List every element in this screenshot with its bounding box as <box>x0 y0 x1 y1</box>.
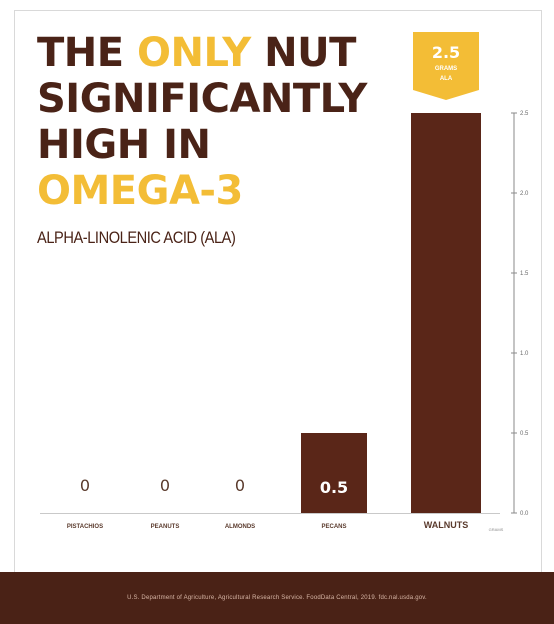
footer-bar: U.S. Department of Agriculture, Agricult… <box>0 572 554 624</box>
value-label: 0.5 <box>320 478 348 497</box>
bar-walnuts <box>411 113 481 513</box>
source-citation: U.S. Department of Agriculture, Agricult… <box>127 595 427 601</box>
title-word: SIGNIFICANTLY <box>37 76 367 122</box>
chart-frame <box>14 10 542 572</box>
title-line: THE ONLY NUT <box>37 30 367 76</box>
highlight-value: 2.5 <box>432 43 460 62</box>
y-tick-label: 2.0 <box>520 191 529 197</box>
highlight-unit: GRAMS <box>435 66 457 72</box>
category-label: PECANS <box>321 524 346 530</box>
title-word: THE <box>37 30 138 76</box>
y-tick-label: 0.5 <box>520 431 529 437</box>
value-label: 0 <box>235 476 245 495</box>
title-accent-word: ONLY <box>137 30 251 76</box>
y-tick-label: 2.5 <box>520 111 529 117</box>
highlight-subtext: ALA <box>440 76 453 82</box>
chart-title: THE ONLY NUT SIGNIFICANTLY HIGH IN OMEGA-3 <box>37 30 367 214</box>
title-word: NUT <box>250 30 356 76</box>
omega3-bar-chart: 0.0 0.5 1.0 1.5 2.0 2.5 PISTACHIOS 0 PEANUTS 0 ALM… <box>40 32 529 532</box>
bar-pecans <box>301 433 367 513</box>
title-line: OMEGA-3 <box>37 168 367 214</box>
title-line: SIGNIFICANTLY <box>37 76 367 122</box>
chart-subtitle: ALPHA-LINOLENIC ACID (ALA) <box>37 228 236 247</box>
y-tick-label: 1.5 <box>520 271 529 277</box>
category-label: WALNUTS <box>424 520 469 530</box>
value-label: 0 <box>160 476 170 495</box>
y-tick-label: 1.0 <box>520 351 529 357</box>
axis-unit-note: GRAMS <box>489 527 504 532</box>
title-word: HIGH IN <box>37 122 211 168</box>
category-label: PEANUTS <box>151 524 180 530</box>
y-tick-label: 0.0 <box>520 511 529 517</box>
value-label: 0 <box>80 476 90 495</box>
title-accent-word: OMEGA-3 <box>37 168 243 214</box>
category-label: ALMONDS <box>225 524 255 530</box>
category-label: PISTACHIOS <box>67 524 103 530</box>
highlight-flag <box>413 32 479 100</box>
title-line: HIGH IN <box>37 122 367 168</box>
